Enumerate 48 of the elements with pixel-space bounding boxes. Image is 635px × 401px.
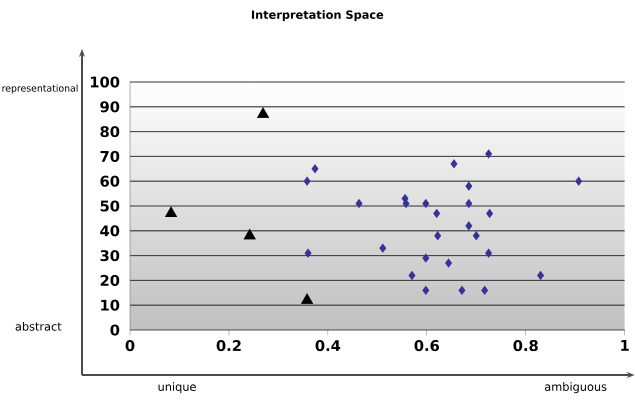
- point: [537, 270, 544, 280]
- point: [486, 208, 494, 218]
- y-tick-label: 0: [110, 324, 120, 336]
- point: [450, 159, 458, 168]
- x-tick-label: 1: [621, 340, 629, 351]
- y-tick-label: 80: [100, 126, 120, 138]
- text: representational: [2, 84, 78, 94]
- point: [165, 206, 178, 218]
- point: [304, 176, 311, 186]
- text: ambiguous: [544, 382, 606, 394]
- point: [422, 254, 430, 263]
- x-tick-label: 0: [126, 340, 134, 352]
- y-tick-label: 100: [90, 76, 120, 88]
- point: [465, 198, 472, 208]
- y-tick-label: 70: [100, 150, 120, 162]
- text: abstract: [16, 322, 62, 331]
- point: [465, 182, 472, 191]
- point: [445, 258, 452, 268]
- y-tick-label: 50: [100, 200, 120, 212]
- point: [422, 198, 430, 208]
- point: [379, 244, 386, 253]
- point: [458, 286, 466, 295]
- point: [472, 231, 480, 240]
- y-tick-label: 10: [101, 300, 120, 311]
- x-tick-label: 0.4: [316, 340, 340, 352]
- text: unique: [158, 382, 196, 394]
- point: [485, 149, 492, 158]
- point: [485, 248, 492, 258]
- point: [575, 176, 582, 186]
- point: [422, 286, 430, 295]
- y-tick-label: 90: [100, 101, 120, 112]
- chart-title: Interpretation Space: [252, 10, 384, 22]
- point: [433, 208, 440, 218]
- point: [481, 286, 488, 295]
- y-tick-label: 30: [100, 250, 120, 262]
- x-tick-label: 0.2: [216, 340, 241, 352]
- point: [408, 270, 416, 280]
- point: [356, 198, 363, 208]
- point: [304, 248, 312, 258]
- x-tick-label: 0.8: [513, 340, 538, 352]
- point: [434, 231, 442, 240]
- y-tick-label: 20: [100, 274, 120, 286]
- y-tick-label: 40: [100, 225, 120, 236]
- y-tick-label: 60: [100, 176, 120, 187]
- point: [312, 164, 318, 174]
- x-tick-label: 0.6: [414, 340, 440, 352]
- point: [402, 198, 410, 208]
- point: [465, 221, 472, 230]
